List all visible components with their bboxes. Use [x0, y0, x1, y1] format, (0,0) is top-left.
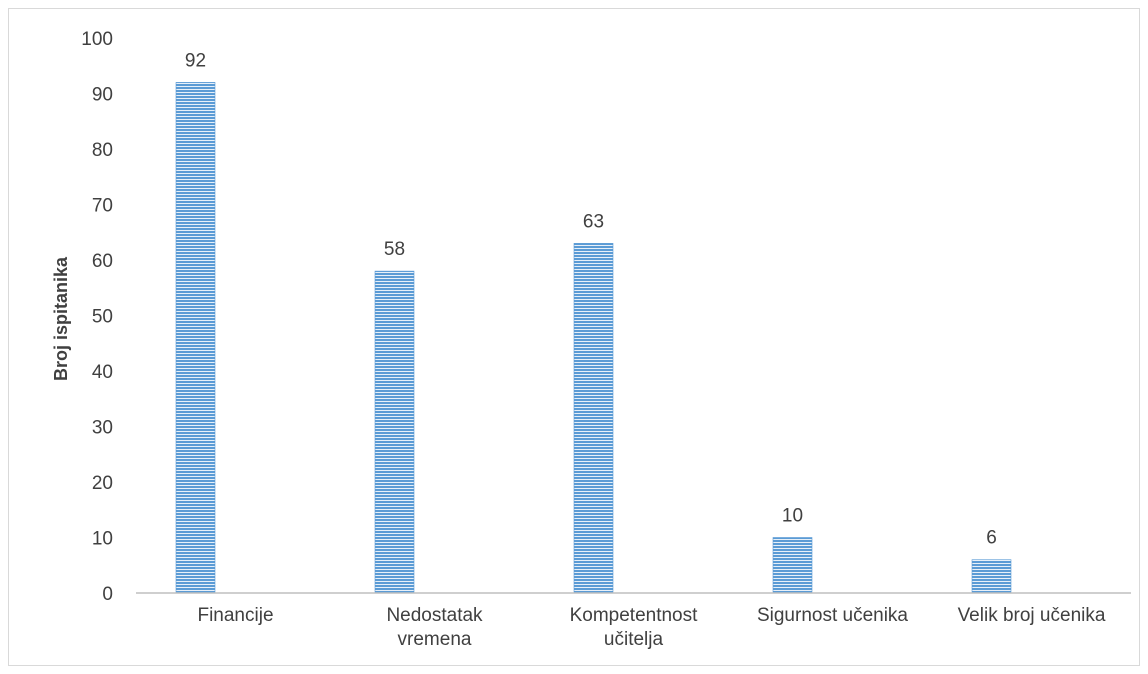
bar [772, 537, 813, 594]
chart-frame: Broj ispitanika 0 10 20 30 40 50 60 70 80 90 100 92… [8, 8, 1140, 666]
category-label: Financije [197, 605, 273, 626]
y-tick-label: 90 [92, 85, 113, 106]
y-tick-label: 80 [92, 140, 113, 161]
y-tick-label: 50 [92, 307, 113, 328]
y-tick-label: 70 [92, 196, 113, 217]
bar [573, 243, 614, 594]
category-label: Velik broj učenika [958, 605, 1106, 626]
data-label: 10 [782, 506, 803, 527]
category-label: vremena [398, 629, 472, 650]
y-axis-title: Broj ispitanika [51, 256, 71, 381]
y-tick-label: 20 [92, 473, 113, 494]
y-tick-label: 40 [92, 362, 113, 383]
data-label: 92 [185, 50, 206, 71]
category-label: Sigurnost učenika [757, 605, 908, 626]
data-label: 6 [986, 528, 997, 549]
data-label: 58 [384, 239, 405, 260]
bar [971, 559, 1012, 594]
y-tick-label: 100 [81, 29, 113, 50]
data-label: 63 [583, 211, 604, 232]
y-tick-label: 0 [102, 584, 113, 605]
bar-chart: Broj ispitanika 0 10 20 30 40 50 60 70 80 90 100 92… [51, 29, 1131, 650]
y-tick-label: 30 [92, 418, 113, 439]
category-label: Kompetentnost [570, 605, 699, 626]
y-tick-label: 60 [92, 251, 113, 272]
y-tick-label: 10 [92, 529, 113, 550]
category-label: učitelja [604, 629, 664, 650]
plot-area: 0 10 20 30 40 50 60 70 80 90 100 92 Financije 58 Nedos… [81, 29, 1131, 650]
category-label: Nedostatak [386, 605, 483, 626]
bar [175, 82, 216, 594]
bar [374, 270, 415, 594]
